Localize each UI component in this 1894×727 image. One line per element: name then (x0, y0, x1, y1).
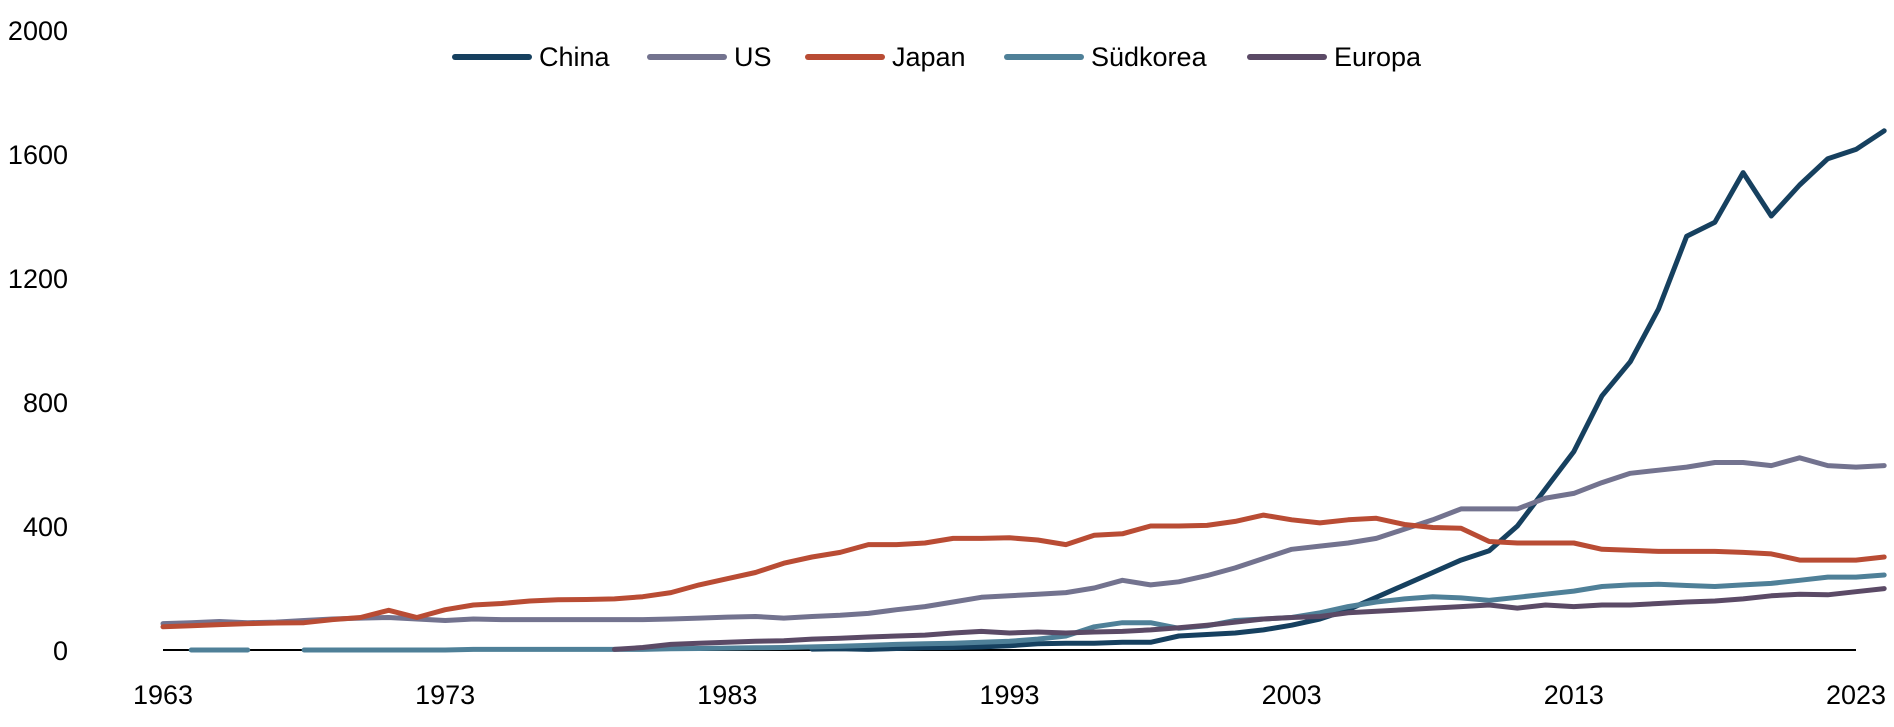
series-lines (160, 128, 1887, 653)
y-tick-label: 2000 (8, 16, 68, 46)
x-tick-label: 2013 (1544, 680, 1604, 710)
legend-label: China (539, 42, 611, 72)
y-tick-label: 400 (23, 512, 68, 542)
series-europa-line (612, 586, 1887, 652)
series-japan-line (160, 512, 1887, 630)
series-line-segment (612, 586, 1887, 652)
x-tick-label: 1983 (697, 680, 757, 710)
legend-item: China (452, 42, 611, 72)
y-tick-label: 0 (53, 636, 68, 666)
legend-label: US (734, 42, 772, 72)
legend: China US Japan Südkorea Europa (452, 42, 1422, 72)
legend-item: Europa (1247, 42, 1422, 72)
legend-item: Südkorea (1004, 42, 1208, 72)
y-tick-label: 1200 (8, 264, 68, 294)
y-axis-tick-labels: 0 400 800 1200 1600 2000 (8, 16, 68, 666)
legend-item: US (647, 42, 772, 72)
series-china-line (809, 128, 1887, 652)
x-tick-label: 1963 (133, 680, 193, 710)
legend-item: Japan (805, 42, 966, 72)
series-line-segment (809, 128, 1887, 652)
x-tick-label: 1973 (415, 680, 475, 710)
series-line-segment (160, 512, 1887, 630)
series-us-line (160, 455, 1887, 627)
series-line-segment (301, 572, 1887, 653)
series-s-dkorea-line (188, 572, 1887, 653)
y-tick-label: 1600 (8, 140, 68, 170)
legend-label: Europa (1334, 42, 1422, 72)
x-tick-label: 1993 (979, 680, 1039, 710)
x-tick-label: 2023 (1826, 680, 1886, 710)
y-tick-label: 800 (23, 388, 68, 418)
legend-label: Japan (892, 42, 966, 72)
legend-label: Südkorea (1091, 42, 1208, 72)
x-tick-label: 2003 (1262, 680, 1322, 710)
x-axis-tick-labels: 1963 1973 1983 1993 2003 2013 2023 (133, 680, 1886, 710)
series-line-segment (160, 455, 1887, 627)
